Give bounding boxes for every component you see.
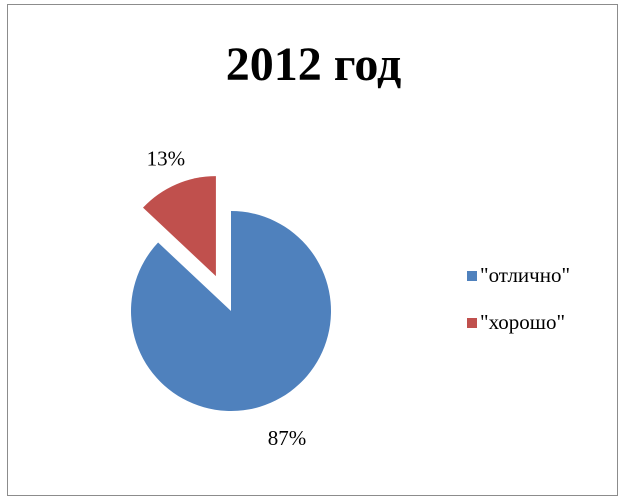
legend-label-good: "хорошо" [480, 310, 566, 334]
legend: "отлично" "хорошо" [467, 263, 571, 358]
legend-item-excellent: "отлично" [467, 263, 571, 287]
legend-swatch-excellent [467, 270, 477, 281]
pie-slice-1 [143, 176, 216, 277]
chart-title: 2012 год [225, 38, 402, 91]
legend-swatch-good [467, 317, 477, 328]
legend-label-excellent: "отлично" [480, 263, 571, 287]
pie-label-0: 87% [268, 426, 307, 450]
pie-labels: 87% 13% [147, 146, 307, 450]
pie-label-1: 13% [147, 146, 186, 170]
legend-item-good: "хорошо" [467, 310, 570, 334]
pie-slice-0 [131, 211, 332, 412]
chart-frame: 2012 год [7, 4, 618, 496]
pie-slices [131, 176, 332, 412]
